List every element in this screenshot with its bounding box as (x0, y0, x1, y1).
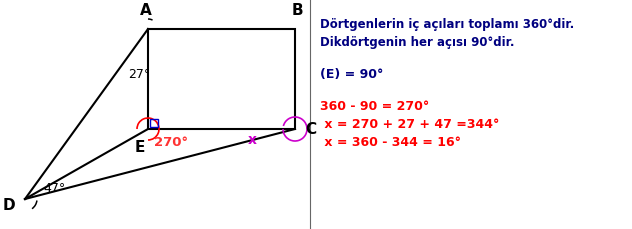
Polygon shape (148, 30, 295, 129)
Text: Dikdörtgenin her açısı 90°dir.: Dikdörtgenin her açısı 90°dir. (320, 36, 514, 49)
Text: 270°: 270° (154, 136, 188, 149)
Text: (E) = 90°: (E) = 90° (320, 68, 384, 81)
Text: x = 270 + 27 + 47 =344°: x = 270 + 27 + 47 =344° (320, 117, 499, 131)
Text: D: D (3, 198, 15, 213)
Text: 27°: 27° (128, 68, 150, 81)
Text: x: x (248, 132, 257, 146)
Text: C: C (305, 122, 316, 137)
Text: 47°: 47° (43, 181, 65, 194)
Text: A: A (140, 3, 152, 18)
Text: x = 360 - 344 = 16°: x = 360 - 344 = 16° (320, 135, 461, 148)
Bar (150, 120, 158, 128)
Text: Dörtgenlerin iç açıları toplamı 360°dir.: Dörtgenlerin iç açıları toplamı 360°dir. (320, 18, 574, 31)
Text: B: B (291, 3, 303, 18)
Text: E: E (135, 139, 145, 154)
Text: 360 - 90 = 270°: 360 - 90 = 270° (320, 100, 429, 112)
